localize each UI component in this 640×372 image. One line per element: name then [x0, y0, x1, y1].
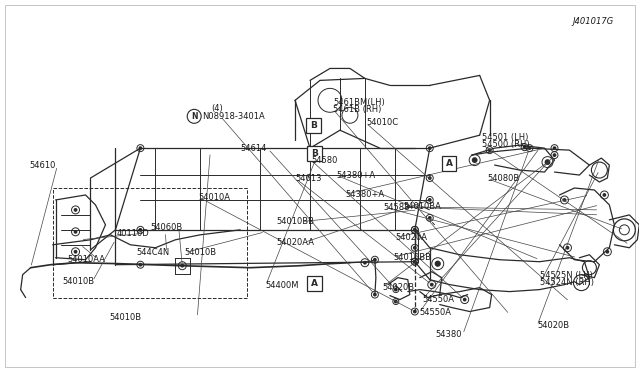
- Circle shape: [74, 251, 77, 253]
- Circle shape: [139, 263, 141, 266]
- Text: 54501 (LH): 54501 (LH): [482, 133, 529, 142]
- Text: 54010B: 54010B: [63, 277, 95, 286]
- Circle shape: [563, 199, 566, 201]
- Text: 54010BA: 54010BA: [403, 202, 441, 211]
- Text: 54010B: 54010B: [184, 248, 217, 257]
- Circle shape: [374, 259, 376, 261]
- Text: 54010BB: 54010BB: [394, 253, 431, 262]
- Circle shape: [429, 199, 431, 201]
- Text: 54380+A: 54380+A: [346, 190, 385, 199]
- Circle shape: [554, 147, 556, 149]
- Text: 54400M: 54400M: [266, 281, 300, 290]
- Circle shape: [181, 264, 184, 267]
- Circle shape: [429, 217, 431, 219]
- Text: 54524N (RH): 54524N (RH): [540, 278, 595, 287]
- Text: 40110D: 40110D: [117, 228, 150, 238]
- Text: 54550A: 54550A: [419, 308, 451, 317]
- Text: N: N: [191, 112, 198, 121]
- Text: 54010A: 54010A: [198, 193, 230, 202]
- Text: 54380: 54380: [435, 330, 461, 339]
- Text: 54588: 54588: [384, 203, 410, 212]
- Circle shape: [429, 177, 431, 179]
- Circle shape: [472, 158, 477, 162]
- Circle shape: [413, 247, 416, 249]
- Text: B: B: [312, 149, 318, 158]
- Text: 544C4N: 544C4N: [137, 248, 170, 257]
- Circle shape: [431, 283, 433, 286]
- Circle shape: [524, 146, 525, 148]
- Text: 54060B: 54060B: [151, 223, 183, 232]
- Circle shape: [74, 209, 77, 211]
- Text: 54550A: 54550A: [422, 295, 454, 304]
- Circle shape: [413, 310, 416, 313]
- Circle shape: [74, 231, 77, 233]
- Circle shape: [463, 298, 466, 301]
- FancyBboxPatch shape: [307, 276, 323, 291]
- Text: 54020A: 54020A: [396, 233, 428, 242]
- Circle shape: [529, 147, 531, 149]
- Text: 54010C: 54010C: [366, 119, 398, 128]
- Circle shape: [395, 300, 397, 303]
- Circle shape: [413, 260, 416, 263]
- Text: 5461BM(LH): 5461BM(LH): [333, 98, 385, 107]
- Text: A: A: [445, 159, 452, 168]
- Text: 54010B: 54010B: [109, 313, 141, 322]
- Text: 54525N (LH): 54525N (LH): [540, 271, 593, 280]
- Text: 54580: 54580: [312, 156, 338, 165]
- Text: 54010AA: 54010AA: [68, 254, 106, 263]
- Text: 54020AA: 54020AA: [276, 238, 315, 247]
- Circle shape: [566, 247, 569, 249]
- Circle shape: [429, 147, 431, 149]
- Circle shape: [603, 194, 605, 196]
- Circle shape: [488, 149, 491, 151]
- Text: J401017G: J401017G: [572, 17, 614, 26]
- Text: 54080B: 54080B: [487, 174, 520, 183]
- Text: (4): (4): [211, 105, 223, 113]
- Circle shape: [413, 229, 416, 231]
- Text: A: A: [312, 279, 318, 288]
- Text: 54610: 54610: [29, 161, 56, 170]
- Text: N08918-3401A: N08918-3401A: [202, 112, 265, 121]
- Text: 54500 (RH): 54500 (RH): [482, 140, 530, 149]
- Circle shape: [554, 154, 556, 156]
- Circle shape: [139, 147, 141, 149]
- Circle shape: [395, 288, 397, 291]
- Circle shape: [435, 261, 440, 266]
- FancyBboxPatch shape: [307, 146, 323, 161]
- Circle shape: [545, 160, 550, 164]
- Circle shape: [413, 260, 416, 263]
- FancyBboxPatch shape: [306, 118, 321, 133]
- FancyBboxPatch shape: [442, 156, 456, 171]
- Circle shape: [364, 262, 366, 264]
- Text: 54020B: 54020B: [382, 283, 414, 292]
- Circle shape: [413, 229, 416, 231]
- Circle shape: [139, 229, 141, 231]
- Text: B: B: [310, 121, 317, 130]
- Text: 5461B (RH): 5461B (RH): [333, 105, 382, 114]
- Text: 54380+A: 54380+A: [337, 171, 376, 180]
- Bar: [52, 188, 247, 298]
- Circle shape: [374, 294, 376, 296]
- Text: 54614: 54614: [240, 144, 266, 153]
- Text: 54020B: 54020B: [537, 321, 569, 330]
- Text: 54613: 54613: [296, 174, 322, 183]
- Text: 54010BB: 54010BB: [276, 217, 315, 226]
- Circle shape: [606, 251, 609, 253]
